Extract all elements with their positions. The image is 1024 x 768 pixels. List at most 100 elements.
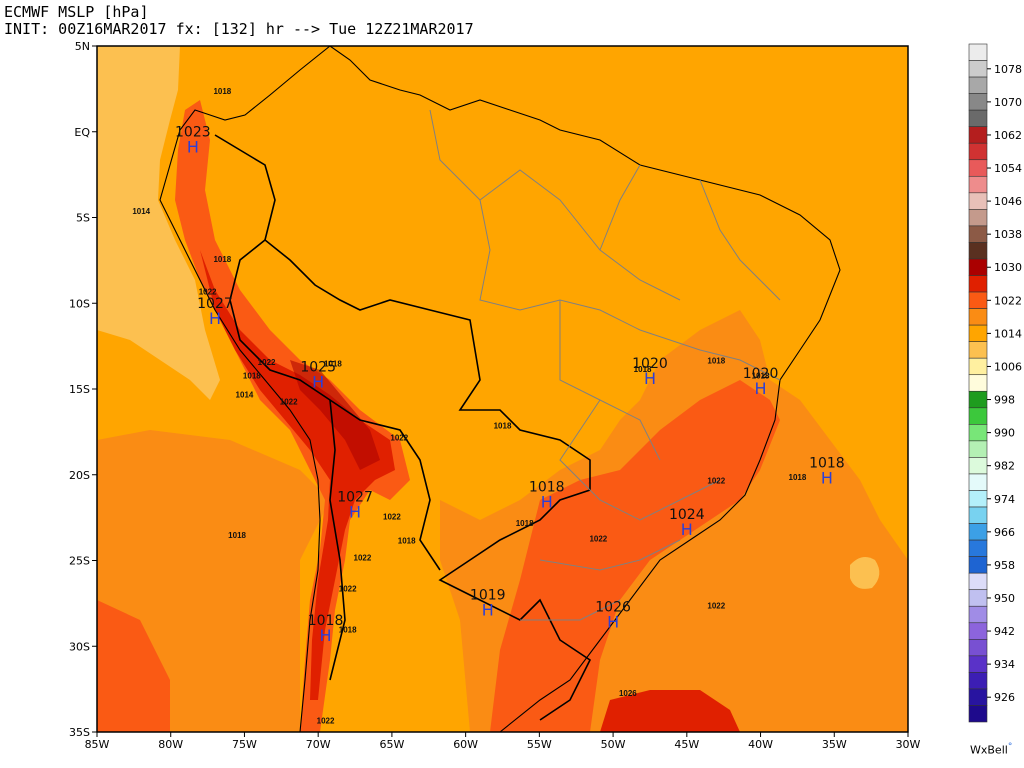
isobar-labels: 1018 1014 1018 1022 1022 1018 1014 1022 1018 1022… xyxy=(132,87,807,725)
colorbar-label: 974 xyxy=(994,493,1015,506)
colorbar-swatch xyxy=(968,192,988,210)
isobar-label: 1018 xyxy=(398,536,416,545)
isobar-label: 1018 xyxy=(213,255,231,264)
isobar-label: 1018 xyxy=(516,519,534,528)
field-1010-cell-atlantic xyxy=(850,556,880,589)
y-tick-label: 5S xyxy=(76,212,90,225)
colorbar-swatch xyxy=(968,655,988,673)
high-value: 1023 xyxy=(175,124,211,140)
x-tick-label: 80W xyxy=(158,738,183,751)
high-symbol: H xyxy=(644,369,656,388)
x-tick-label: 85W xyxy=(85,738,110,751)
colorbar-label: 1014 xyxy=(994,327,1022,340)
high-value: 1020 xyxy=(632,356,668,372)
colorbar-swatch xyxy=(968,539,988,557)
high-symbol: H xyxy=(755,379,767,398)
field-1026-1030-south xyxy=(600,690,740,732)
colorbar-swatch xyxy=(968,275,988,293)
colorbar-swatch xyxy=(968,605,988,624)
isobar-label: 1022 xyxy=(354,554,372,563)
state-borders xyxy=(429,109,781,621)
colorbar-swatch xyxy=(968,440,988,458)
colorbar-label: 1078 xyxy=(994,63,1022,76)
isobar-label: 1022 xyxy=(589,535,607,544)
field-1022-1026-sw xyxy=(97,600,170,732)
colorbar-swatch xyxy=(968,142,988,161)
field-andes-1026 xyxy=(200,250,395,700)
pressure-colorbar: 1078 1070 1062 1054 1046 1038 1030 1022 1014 1006… xyxy=(968,43,1022,723)
y-tick-label: 35S xyxy=(69,726,90,739)
colorbar-swatch xyxy=(968,258,988,276)
colorbar-swatch xyxy=(968,341,988,359)
isobar-label: 1022 xyxy=(258,358,276,367)
colorbar-swatch xyxy=(968,688,988,706)
high-symbol: H xyxy=(482,600,494,619)
forecast-init-line: INIT: 00Z16MAR2017 fx: [132] hr --> Tue … xyxy=(4,20,474,38)
colorbar-swatch xyxy=(968,705,988,723)
y-tick-label: 20S xyxy=(69,469,90,482)
colorbar-swatch xyxy=(968,357,988,376)
colorbar-swatch xyxy=(968,109,988,127)
high-symbol: H xyxy=(607,612,619,631)
x-tick-label: 75W xyxy=(232,738,257,751)
colorbar-swatch xyxy=(968,93,988,111)
x-tick-label: 40W xyxy=(748,738,773,751)
colorbar-swatch xyxy=(968,76,988,94)
colorbar-label: 1062 xyxy=(994,129,1022,142)
colorbar-label: 1022 xyxy=(994,294,1022,307)
isobar-label: 1018 xyxy=(243,372,261,381)
colorbar-swatch xyxy=(968,523,988,541)
high-symbol: H xyxy=(681,520,693,539)
colorbar-swatch xyxy=(968,209,988,227)
colorbar-label: 1030 xyxy=(994,261,1022,274)
colorbar-label: 966 xyxy=(994,526,1015,539)
high-symbol: H xyxy=(349,503,361,522)
x-tick-label: 65W xyxy=(379,738,404,751)
colorbar-swatch xyxy=(968,43,988,61)
isobar-label: 1022 xyxy=(707,476,725,485)
colorbar-swatch xyxy=(968,556,988,574)
colorbar-swatch xyxy=(968,60,988,78)
isobar-label: 1018 xyxy=(752,372,770,381)
y-tick-label: 5N xyxy=(75,40,90,53)
coastlines xyxy=(159,46,841,732)
colorbar-swatch xyxy=(968,225,988,243)
colorbar-swatch xyxy=(968,473,988,491)
colorbar-label: 1006 xyxy=(994,360,1022,373)
colorbar-swatch xyxy=(968,622,988,640)
field-1010-1014-west xyxy=(97,46,220,400)
high-symbol: H xyxy=(821,468,833,487)
colorbar-swatch xyxy=(968,506,988,524)
colorbar-swatch xyxy=(968,324,988,342)
isobar-label: 1026 xyxy=(619,689,637,698)
colorbar-swatch xyxy=(968,407,988,425)
colorbar-swatch xyxy=(968,308,988,326)
x-tick-label: 50W xyxy=(601,738,626,751)
isobar-label: 1018 xyxy=(494,421,512,430)
colorbar-swatch xyxy=(968,589,988,607)
colorbar-swatch xyxy=(968,639,988,657)
x-tick-label: 35W xyxy=(822,738,847,751)
isobar-label: 1018 xyxy=(324,360,342,369)
colorbar-label: 998 xyxy=(994,394,1015,407)
colorbar-swatch xyxy=(968,672,988,690)
isobar-label: 1018 xyxy=(339,626,357,635)
colorbar-label: 926 xyxy=(994,691,1015,704)
high-pressure-centers: 1023H1027H1025H1027H1018H1019H1018H1026H… xyxy=(175,124,845,645)
high-symbol: H xyxy=(209,309,221,328)
high-value: 1020 xyxy=(743,366,779,382)
high-value: 1019 xyxy=(470,587,506,603)
y-tick-label: 15S xyxy=(69,383,90,396)
x-axis-ticks: 85W 80W 75W 70W 65W 60W 55W 50W 45W 40W 35W 30W xyxy=(85,732,921,751)
map-title: ECMWF MSLP [hPa] xyxy=(4,3,149,21)
isobar-label: 1022 xyxy=(280,397,298,406)
high-value: 1025 xyxy=(300,359,336,375)
high-symbol: H xyxy=(320,626,332,645)
